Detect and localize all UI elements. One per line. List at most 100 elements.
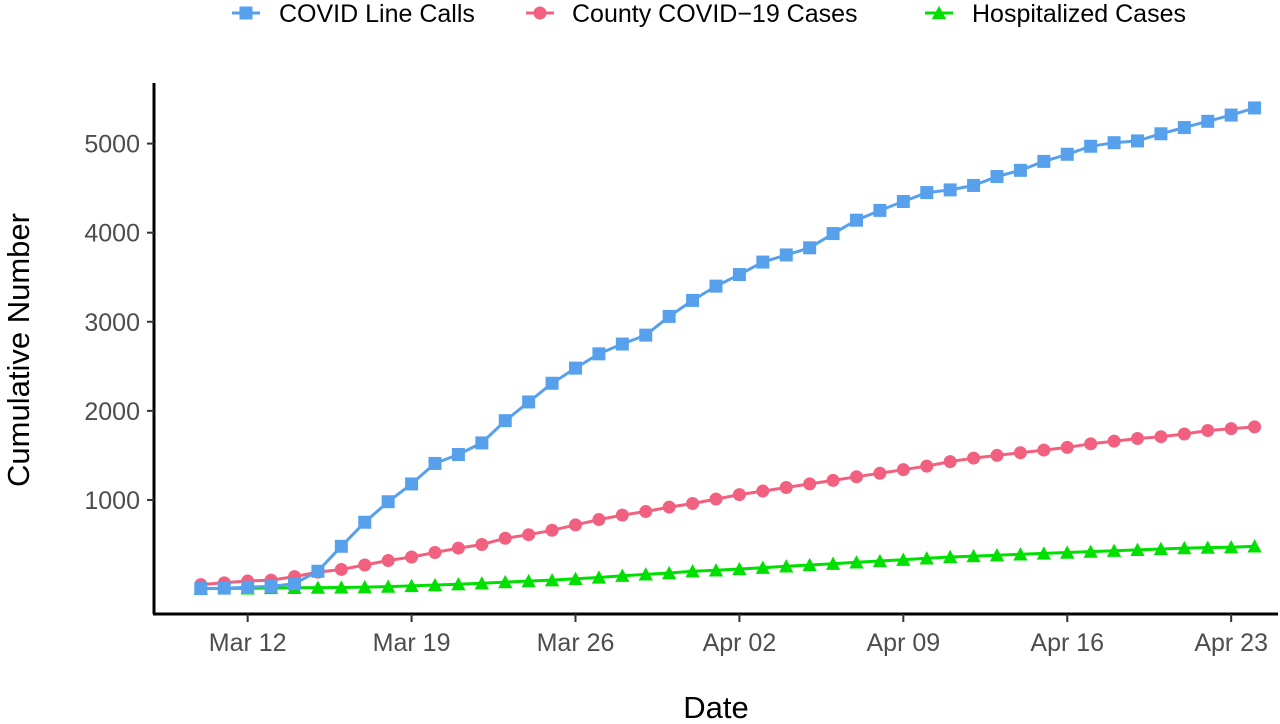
data-point-hospitalized-cases [357,579,372,594]
data-point-covid-line-calls [709,279,723,293]
data-point-covid-line-calls [217,581,231,595]
data-point-covid-line-calls [264,579,278,593]
legend-item-county-covid-19-cases: County COVID−19 Cases [526,0,858,28]
data-point-covid-line-calls [779,248,793,262]
y-tick-label: 2000 [84,398,140,426]
data-point-hospitalized-cases [1106,543,1122,557]
data-point-hospitalized-cases [1200,540,1215,554]
data-point-covid-line-calls [662,309,676,323]
data-point-hospitalized-cases [896,552,911,566]
data-point-county-covid-19-cases [779,480,793,494]
y-tick-label: 4000 [84,220,140,248]
data-point-covid-line-calls [920,186,934,200]
x-tick-label: Apr 02 [703,629,777,657]
data-point-hospitalized-cases [451,576,466,591]
data-point-hospitalized-cases [568,571,583,585]
data-point-county-covid-19-cases [1177,427,1191,441]
data-point-hospitalized-cases [381,579,396,593]
legend-label: Hospitalized Cases [972,0,1186,28]
data-point-hospitalized-cases [943,549,958,564]
data-point-hospitalized-cases [310,580,326,594]
data-point-hospitalized-cases [1060,545,1075,559]
x-axis-title: Date [683,690,748,724]
x-tick-label: Apr 23 [1194,629,1268,657]
data-point-county-covid-19-cases [873,466,887,480]
data-point-county-covid-19-cases [1224,422,1238,436]
data-point-covid-line-calls [896,194,910,208]
series-line-county-covid-19-cases [200,425,1255,587]
data-point-hospitalized-cases [638,567,653,581]
axes: 1000 2000 3000 4000 5000 Mar 12 Mar 19 Mar 26 A… [84,83,1278,657]
data-point-county-covid-19-cases [1060,440,1074,454]
data-point-covid-line-calls [334,539,348,553]
data-point-covid-line-calls [428,456,442,470]
data-point-covid-line-calls [615,337,629,351]
series-hospitalized-cases [193,539,1262,595]
data-point-covid-line-calls [498,414,512,428]
data-point-hospitalized-cases [825,556,841,570]
data-point-covid-line-calls [451,448,465,462]
data-point-county-covid-19-cases [709,492,723,506]
data-point-hospitalized-cases [1247,539,1262,553]
data-point-hospitalized-cases [755,560,770,574]
data-point-county-covid-19-cases [1107,434,1121,448]
data-point-county-covid-19-cases [920,459,934,473]
legend-marker-triangle [931,5,947,20]
data-point-covid-line-calls [1037,154,1051,168]
data-point-covid-line-calls [475,436,489,450]
data-point-covid-line-calls [1154,127,1168,141]
data-point-hospitalized-cases [872,553,888,568]
x-ticks: Mar 12 Mar 19 Mar 26 Apr 02 Apr 09 Apr 16 Apr … [209,614,1268,657]
y-tick-label: 3000 [84,309,140,337]
data-point-county-covid-19-cases [967,451,981,465]
legend-marker-square [239,6,253,20]
legend-item-hospitalized-cases: Hospitalized Cases [925,0,1186,28]
x-tick-label: Mar 19 [373,629,451,657]
y-ticks: 1000 2000 3000 4000 5000 [84,131,154,515]
data-point-hospitalized-cases [1177,540,1192,555]
data-point-county-covid-19-cases [850,470,863,484]
legend: COVID Line Calls County COVID−19 Cases Hos… [232,0,1186,28]
data-point-hospitalized-cases [404,578,419,593]
data-point-county-covid-19-cases [475,538,489,552]
x-tick-label: Mar 26 [537,629,615,657]
data-point-hospitalized-cases [966,548,981,563]
data-point-county-covid-19-cases [1248,420,1262,434]
data-point-county-covid-19-cases [498,531,512,545]
y-tick-label: 5000 [84,131,140,159]
data-point-covid-line-calls [756,255,770,269]
data-point-covid-line-calls [943,183,957,197]
data-point-hospitalized-cases [1013,547,1028,561]
data-point-county-covid-19-cases [381,554,395,568]
data-point-county-covid-19-cases [1037,443,1051,457]
x-tick-label: Apr 16 [1030,629,1104,657]
data-point-covid-line-calls [967,178,981,192]
data-point-hospitalized-cases [685,564,700,578]
series-covid-line-calls [194,101,1262,596]
data-point-hospitalized-cases [474,576,489,590]
data-point-county-covid-19-cases [662,500,676,514]
data-point-county-covid-19-cases [1084,437,1098,451]
plot-area [193,101,1262,596]
data-point-hospitalized-cases [919,551,934,565]
data-point-county-covid-19-cases [896,463,910,477]
data-point-hospitalized-cases [1130,542,1145,557]
data-point-covid-line-calls [803,241,817,255]
data-point-county-covid-19-cases [1013,446,1027,460]
data-point-covid-line-calls [545,376,559,390]
data-point-hospitalized-cases [1036,546,1051,560]
data-point-covid-line-calls [311,564,325,578]
data-point-covid-line-calls [732,268,746,282]
data-point-hospitalized-cases [427,577,443,592]
data-point-covid-line-calls [522,395,536,409]
data-point-covid-line-calls [592,347,606,361]
data-point-covid-line-calls [1131,134,1144,148]
data-point-covid-line-calls [358,515,372,529]
data-point-covid-line-calls [569,361,582,375]
data-point-covid-line-calls [288,577,301,591]
series-county-covid-19-cases [194,420,1262,592]
data-point-hospitalized-cases [1224,540,1239,554]
data-point-county-covid-19-cases [732,488,746,502]
